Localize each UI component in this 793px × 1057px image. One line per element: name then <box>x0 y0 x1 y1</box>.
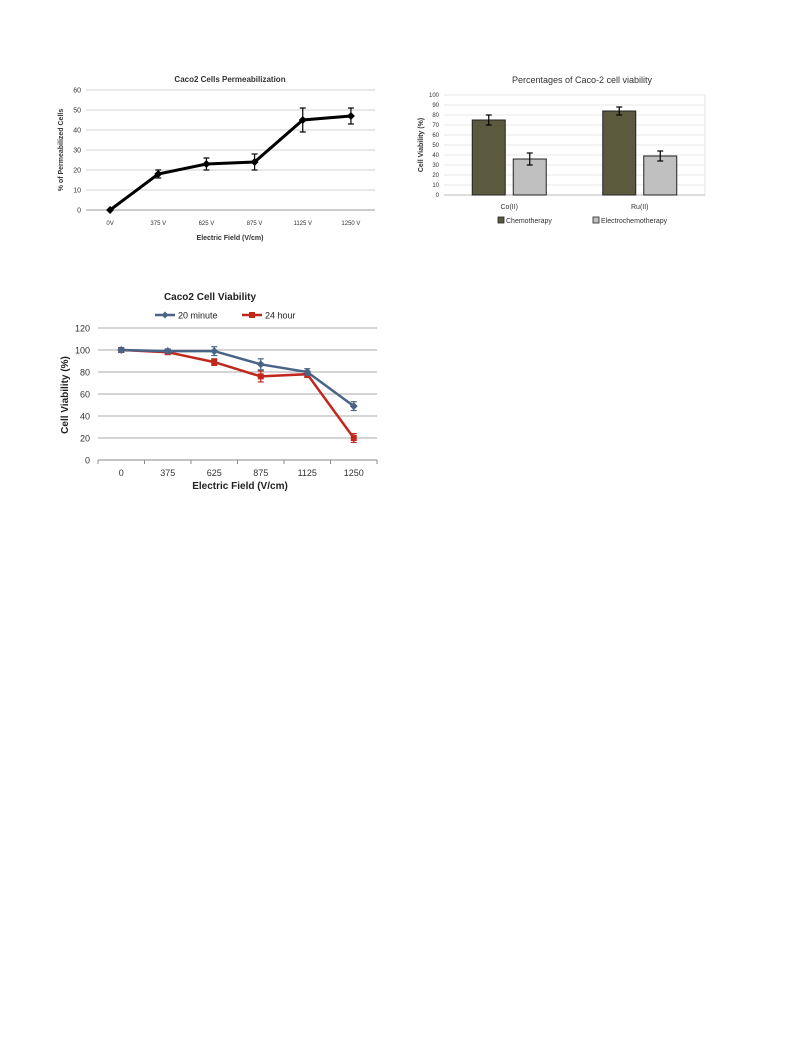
x-tick-label: 625 <box>207 468 222 478</box>
y-tick-label: 20 <box>432 173 439 179</box>
data-point <box>154 170 163 178</box>
x-tick-label: 875 <box>253 468 268 478</box>
viability-bar-chart: Percentages of Caco-2 cell viability Cel… <box>410 70 710 240</box>
viability-bar-chart-svg: Percentages of Caco-2 cell viability Cel… <box>418 75 706 225</box>
permeabilization-chart-svg: Caco2 Cells Permeabilization Electric Fi… <box>58 75 375 242</box>
y-tick-label: 100 <box>75 346 90 356</box>
x-tick-label: Ru(II) <box>631 204 649 211</box>
data-point <box>346 112 355 120</box>
data-point <box>256 360 265 369</box>
x-tick-label: 1125 <box>298 468 317 478</box>
data-point <box>211 359 218 366</box>
data-point <box>163 347 172 356</box>
data-point <box>303 368 312 376</box>
y-tick-label: 100 <box>429 93 440 99</box>
x-tick-label: Co(II) <box>501 204 519 211</box>
y-tick-label: 90 <box>432 103 439 109</box>
y-axis-label: Cell Viability (%) <box>418 118 425 172</box>
data-point <box>210 347 219 356</box>
legend-label: 20 minute <box>178 311 218 321</box>
x-tick-label: 1250 <box>344 468 364 478</box>
y-axis-label: Cell Viability (%) <box>60 356 71 434</box>
legend-label: Electrochemotherapy <box>601 218 668 225</box>
legend-label: Chemotherapy <box>506 218 552 225</box>
data-point <box>250 158 259 166</box>
legend-swatch <box>497 216 505 224</box>
series-line <box>121 348 355 408</box>
x-tick-label: 0V <box>106 221 113 227</box>
x-axis-label: Electric Field (V/cm) <box>192 481 288 492</box>
x-tick-label: 375 V <box>150 221 166 227</box>
y-tick-label: 50 <box>432 143 439 149</box>
legend-marker <box>161 311 169 319</box>
y-tick-label: 40 <box>73 128 81 135</box>
data-point <box>106 206 115 214</box>
y-tick-label: 60 <box>73 88 81 95</box>
chart-title: Caco2 Cells Permeabilization <box>174 75 285 84</box>
y-tick-label: 20 <box>80 434 90 444</box>
chart-title: Percentages of Caco-2 cell viability <box>512 75 653 85</box>
y-tick-label: 0 <box>85 456 90 466</box>
y-tick-label: 0 <box>77 208 81 215</box>
cell-viability-line-chart: Caco2 Cell Viability Electric Field (V/c… <box>50 285 380 495</box>
y-tick-label: 60 <box>432 133 439 139</box>
series-line <box>109 114 352 212</box>
bar <box>643 155 678 196</box>
y-tick-label: 30 <box>432 163 439 169</box>
legend-label: 24 hour <box>265 311 296 321</box>
y-tick-label: 120 <box>75 324 90 334</box>
y-tick-label: 30 <box>73 148 81 155</box>
data-point <box>298 116 307 124</box>
y-tick-label: 40 <box>80 412 90 422</box>
data-point <box>117 346 126 354</box>
x-tick-label: 875 V <box>247 221 263 227</box>
y-tick-label: 10 <box>73 188 81 195</box>
y-tick-label: 70 <box>432 123 439 129</box>
x-axis-label: Electric Field (V/cm) <box>197 235 264 242</box>
y-tick-label: 80 <box>80 368 90 378</box>
bar <box>602 110 637 196</box>
legend-marker <box>249 312 255 318</box>
cell-viability-line-chart-svg: Caco2 Cell Viability Electric Field (V/c… <box>60 292 378 492</box>
x-tick-label: 1125 V <box>293 221 312 227</box>
data-point <box>257 373 264 380</box>
data-point <box>349 402 358 411</box>
x-tick-label: 625 V <box>199 221 215 227</box>
legend-swatch <box>592 216 600 224</box>
data-point <box>350 435 357 441</box>
y-tick-label: 50 <box>73 108 81 115</box>
permeabilization-chart: Caco2 Cells Permeabilization Electric Fi… <box>50 70 380 250</box>
y-tick-label: 10 <box>432 183 439 189</box>
y-tick-label: 20 <box>73 168 81 175</box>
x-tick-label: 375 <box>160 468 175 478</box>
data-point <box>202 160 211 168</box>
y-tick-label: 0 <box>436 193 440 199</box>
x-tick-label: 1250 V <box>341 221 360 227</box>
y-tick-label: 40 <box>432 153 439 159</box>
bar <box>471 119 506 196</box>
y-axis-label: % of Permeabilized Cells <box>58 109 65 192</box>
y-tick-label: 80 <box>432 113 439 119</box>
x-tick-label: 0 <box>119 468 124 478</box>
y-tick-label: 60 <box>80 390 90 400</box>
chart-title: Caco2 Cell Viability <box>164 292 257 303</box>
